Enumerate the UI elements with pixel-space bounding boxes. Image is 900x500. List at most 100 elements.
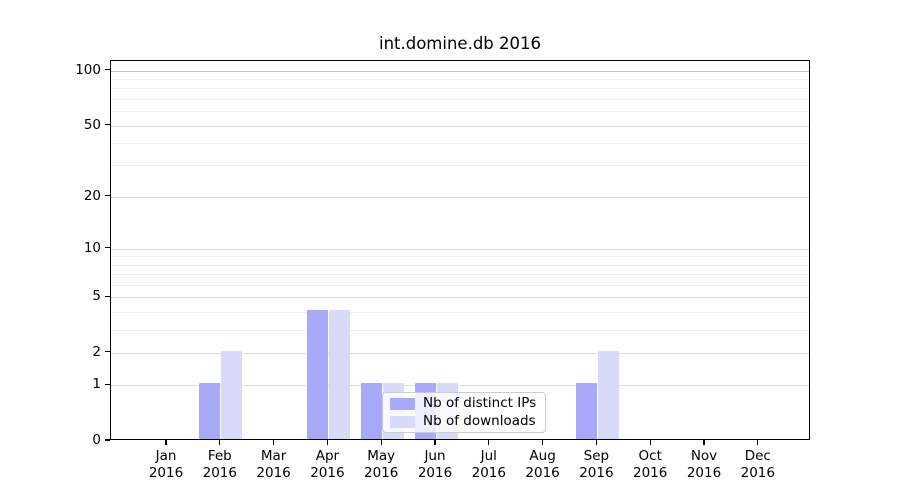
major-gridline [111,385,809,387]
x-tick-mark [380,440,382,445]
minor-gridline [111,88,809,90]
major-gridline [111,70,809,72]
x-tick-label: Nov 2016 [672,448,736,481]
x-tick-label-line: Jun [424,448,446,464]
minor-gridline [111,165,809,167]
x-tick-label-line: 2016 [579,464,614,481]
x-tick-label-line: 2016 [740,464,775,481]
minor-gridline [111,256,809,258]
x-tick-label-line: 2016 [417,464,453,481]
bar-downloads [328,309,350,439]
x-tick-label: Jun 2016 [403,448,467,481]
legend-swatch-downloads [390,415,415,428]
y-tick-mark [105,351,110,353]
y-tick-mark [105,295,110,297]
x-tick-label: Apr 2016 [295,448,359,481]
bar-distinct-ips [575,383,597,439]
x-tick-mark [757,440,759,445]
x-tick-label-line: Dec [744,448,771,464]
bar-downloads [597,350,619,439]
minor-gridline [111,311,809,313]
legend-label-distinct-ips: Nb of distinct IPs [423,395,537,411]
x-tick-label-line: Feb [207,448,232,464]
x-tick-label: Sep 2016 [564,448,628,481]
x-tick-label: Oct 2016 [618,448,682,481]
chart-title: int.domine.db 2016 [378,34,542,53]
y-tick-label: 20 [83,187,101,204]
x-tick-mark [703,440,705,445]
y-tick-label: 0 [92,432,101,448]
major-gridline [111,297,809,299]
x-tick-label-line: Sep [583,448,610,464]
x-tick-label: Jul 2016 [457,448,521,481]
minor-gridline [111,143,809,145]
x-tick-label: Aug 2016 [511,448,575,481]
x-tick-label: Jan 2016 [134,448,198,481]
x-tick-label-line: 2016 [633,464,668,481]
legend-item-downloads: Nb of downloads [390,414,537,429]
x-tick-label-line: 2016 [364,464,399,481]
y-tick-label: 100 [75,61,101,78]
y-tick-mark [105,383,110,385]
minor-gridline [111,274,809,276]
y-tick-mark [105,195,110,197]
x-tick-label-line: Jul [480,448,497,464]
major-gridline [111,248,809,250]
x-tick-label-line: 2016 [310,464,345,481]
minor-gridline [111,111,809,113]
y-tick-mark [105,69,110,71]
minor-gridline [111,79,809,81]
x-tick-label-line: Oct [638,448,662,464]
x-tick-label-line: Mar [260,448,287,464]
x-tick-mark [165,440,167,445]
minor-gridline [111,329,809,331]
x-tick-label-line: 2016 [148,464,184,481]
x-tick-label-line: 2016 [471,464,506,481]
x-tick-label-line: Apr [315,448,340,464]
y-tick-label: 10 [83,239,101,256]
x-tick-mark [326,440,328,445]
major-gridline [111,196,809,198]
x-tick-label-line: Jan [155,448,177,464]
plot-area: Nb of distinct IPs Nb of downloads [110,60,810,440]
x-tick-mark [488,440,490,445]
major-gridline [111,125,809,127]
bar-distinct-ips [199,383,221,439]
x-tick-label: May 2016 [349,448,413,481]
x-tick-mark [273,440,275,445]
legend: Nb of distinct IPs Nb of downloads [382,392,546,433]
x-tick-mark [542,440,544,445]
x-tick-label-line: Aug [529,448,556,464]
x-tick-label: Mar 2016 [242,448,306,481]
bar-downloads [221,350,243,439]
major-gridline [111,352,809,354]
x-tick-mark [595,440,597,445]
x-tick-label: Dec 2016 [726,448,790,481]
x-tick-label-line: 2016 [686,464,722,481]
y-tick-label: 1 [92,376,101,393]
x-tick-label-line: May [367,448,396,464]
legend-swatch-distinct-ips [390,397,415,410]
x-tick-mark [219,440,221,445]
y-tick-label: 5 [92,288,101,305]
minor-gridline [111,264,809,266]
bar-distinct-ips [306,309,328,439]
legend-label-downloads: Nb of downloads [423,413,536,429]
y-tick-mark [105,439,110,441]
x-tick-label: Feb 2016 [188,448,252,481]
y-tick-label: 2 [92,343,101,360]
y-tick-mark [105,123,110,126]
x-tick-label-line: Nov [690,448,718,464]
x-tick-label-line: 2016 [256,464,291,481]
x-tick-mark [649,440,651,445]
bar-distinct-ips [360,383,382,439]
minor-gridline [111,98,809,100]
y-tick-mark [105,247,110,249]
x-tick-label-line: 2016 [525,464,560,481]
y-tick-label: 50 [83,116,101,133]
legend-item-distinct-ips: Nb of distinct IPs [390,396,537,411]
minor-gridline [111,284,809,286]
x-tick-mark [434,440,436,445]
x-tick-label-line: 2016 [202,464,237,481]
